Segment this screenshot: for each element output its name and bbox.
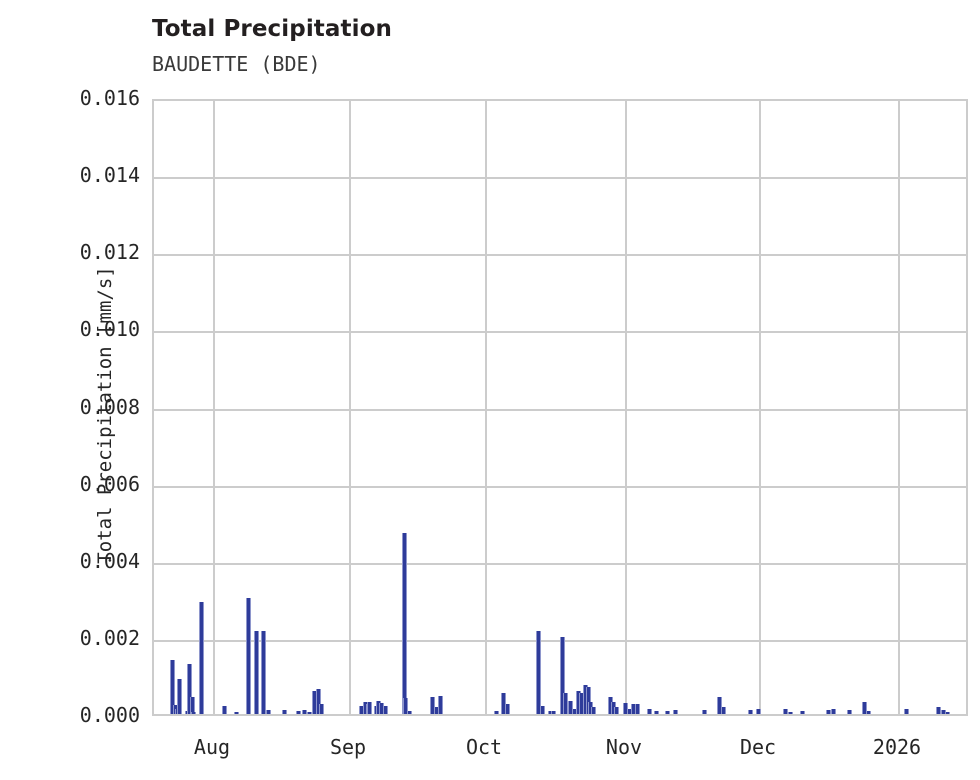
bar — [847, 709, 853, 714]
x-tick-label: Oct — [465, 735, 503, 759]
gridline-horizontal — [154, 254, 966, 257]
y-tick-label: 0.002 — [79, 625, 140, 650]
bar — [862, 702, 868, 714]
bar — [367, 701, 373, 714]
bar — [614, 707, 620, 714]
bar — [494, 711, 500, 714]
bar — [176, 678, 182, 714]
bar — [198, 602, 204, 714]
bar — [504, 704, 510, 714]
gridline-vertical — [212, 101, 215, 714]
gridline-horizontal — [154, 408, 966, 411]
gridline-horizontal — [154, 331, 966, 334]
bar — [539, 706, 545, 714]
x-tick-label: Aug — [193, 735, 231, 759]
bar — [702, 710, 708, 714]
y-tick-label: 0.012 — [79, 240, 140, 265]
bar — [826, 709, 832, 714]
bar — [783, 708, 789, 714]
gridline-vertical — [349, 101, 351, 714]
gridline-horizontal — [154, 562, 966, 565]
bar — [382, 706, 388, 714]
gridline-vertical — [485, 101, 488, 714]
gridline-vertical — [759, 101, 762, 714]
bar — [429, 696, 435, 714]
bar — [635, 704, 641, 714]
y-tick-label: 0.000 — [79, 703, 140, 727]
bar — [261, 631, 267, 714]
bar — [748, 710, 754, 714]
bar — [306, 711, 312, 714]
bar — [562, 692, 568, 714]
bar — [282, 710, 288, 714]
bar — [318, 704, 324, 714]
x-tick-label: 2026 — [872, 735, 922, 759]
bar — [585, 687, 591, 714]
bar — [191, 712, 197, 714]
bar — [673, 709, 679, 714]
bar — [653, 710, 659, 714]
bar — [568, 700, 574, 714]
x-tick-label: Sep — [329, 735, 367, 759]
bar — [222, 706, 228, 714]
bar — [665, 710, 671, 714]
bar — [800, 710, 806, 714]
gridline-horizontal — [154, 485, 966, 488]
bar — [831, 709, 837, 714]
bar — [401, 532, 407, 714]
y-axis-ticks: 0.000 0.002 0.004 0.006 0.008 0.010 0.012 0.014… — [0, 0, 140, 780]
bar — [189, 697, 195, 714]
y-tick-label: 0.006 — [79, 471, 140, 496]
bar — [233, 711, 239, 714]
y-tick-label: 0.010 — [79, 317, 140, 342]
page-title: Total Precipitation — [152, 16, 392, 42]
bar — [721, 707, 727, 714]
bar — [403, 697, 409, 714]
y-tick-label: 0.014 — [79, 163, 140, 188]
y-tick-label: 0.008 — [79, 394, 140, 419]
gridline-horizontal — [154, 177, 966, 180]
bar — [647, 709, 653, 714]
x-tick-label: Dec — [739, 735, 777, 759]
gridline-vertical — [898, 101, 900, 714]
y-tick-label: 0.004 — [79, 548, 140, 573]
bar — [756, 709, 762, 714]
bar — [501, 692, 507, 714]
bar — [535, 631, 541, 714]
bar — [623, 703, 629, 714]
bar — [186, 663, 192, 714]
chart-subtitle: BAUDETTE (BDE) — [152, 52, 321, 76]
bar — [169, 660, 175, 714]
bar — [266, 709, 272, 714]
bar — [253, 631, 259, 714]
bar — [903, 709, 909, 714]
y-tick-label: 0.016 — [79, 86, 140, 110]
bar — [591, 707, 597, 714]
bar — [550, 711, 556, 714]
bar — [559, 636, 565, 714]
bar — [295, 710, 301, 714]
gridline-vertical — [624, 101, 627, 714]
bar — [437, 695, 443, 714]
bar — [936, 707, 942, 714]
bar — [866, 710, 872, 714]
bar — [406, 710, 412, 714]
bar — [788, 711, 794, 714]
plot-area — [152, 99, 968, 716]
bar — [245, 598, 251, 714]
bar — [945, 711, 951, 714]
bar — [717, 696, 723, 714]
bar — [315, 688, 321, 714]
x-tick-label: Nov — [605, 735, 643, 759]
